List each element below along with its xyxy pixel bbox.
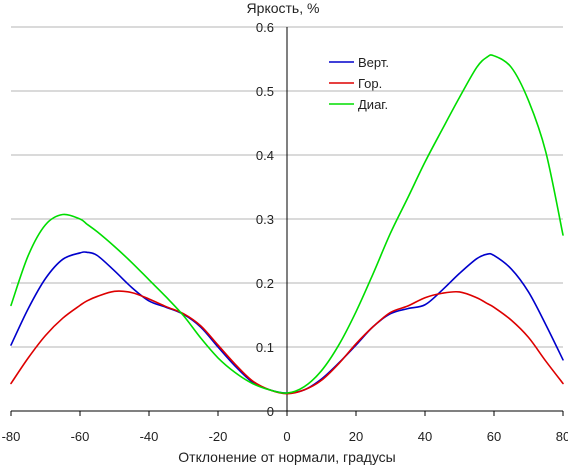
x-tick-labels: -80 -60 -40 -20 0 20 40 60 80 [2, 411, 568, 444]
series-line-3 [10, 54, 564, 394]
x-tick-label: -80 [2, 429, 21, 444]
y-tick-label: 0.5 [256, 84, 274, 99]
series-lines [10, 54, 564, 395]
y-tick-label: 0.4 [256, 148, 274, 163]
x-axis-label: Отклонение от нормали, градусы [178, 449, 395, 465]
y-tick-label: 0.6 [256, 20, 274, 35]
x-tick-label: -20 [209, 429, 228, 444]
x-tick-label: 40 [418, 429, 432, 444]
legend-label-2: Гор. [358, 76, 382, 91]
y-tick-label: 0 [267, 404, 274, 419]
x-tick-label: 60 [487, 429, 501, 444]
y-tick-label: 0.2 [256, 276, 274, 291]
y-tick-labels: 0 0.1 0.2 0.3 0.4 0.5 0.6 [256, 20, 274, 419]
x-tick-label: 20 [349, 429, 363, 444]
legend-label-3: Диаг. [358, 97, 388, 112]
x-tick-label: 80 [556, 429, 568, 444]
x-tick-label: 0 [283, 429, 290, 444]
x-tick-label: -60 [71, 429, 90, 444]
legend-label-1: Верт. [358, 55, 389, 70]
y-tick-label: 0.1 [256, 340, 274, 355]
x-tick-label: -40 [140, 429, 159, 444]
y-axis-label: Яркость, % [247, 0, 320, 16]
y-tick-label: 0.3 [256, 212, 274, 227]
legend: Верт. Гор. Диаг. [329, 55, 389, 112]
